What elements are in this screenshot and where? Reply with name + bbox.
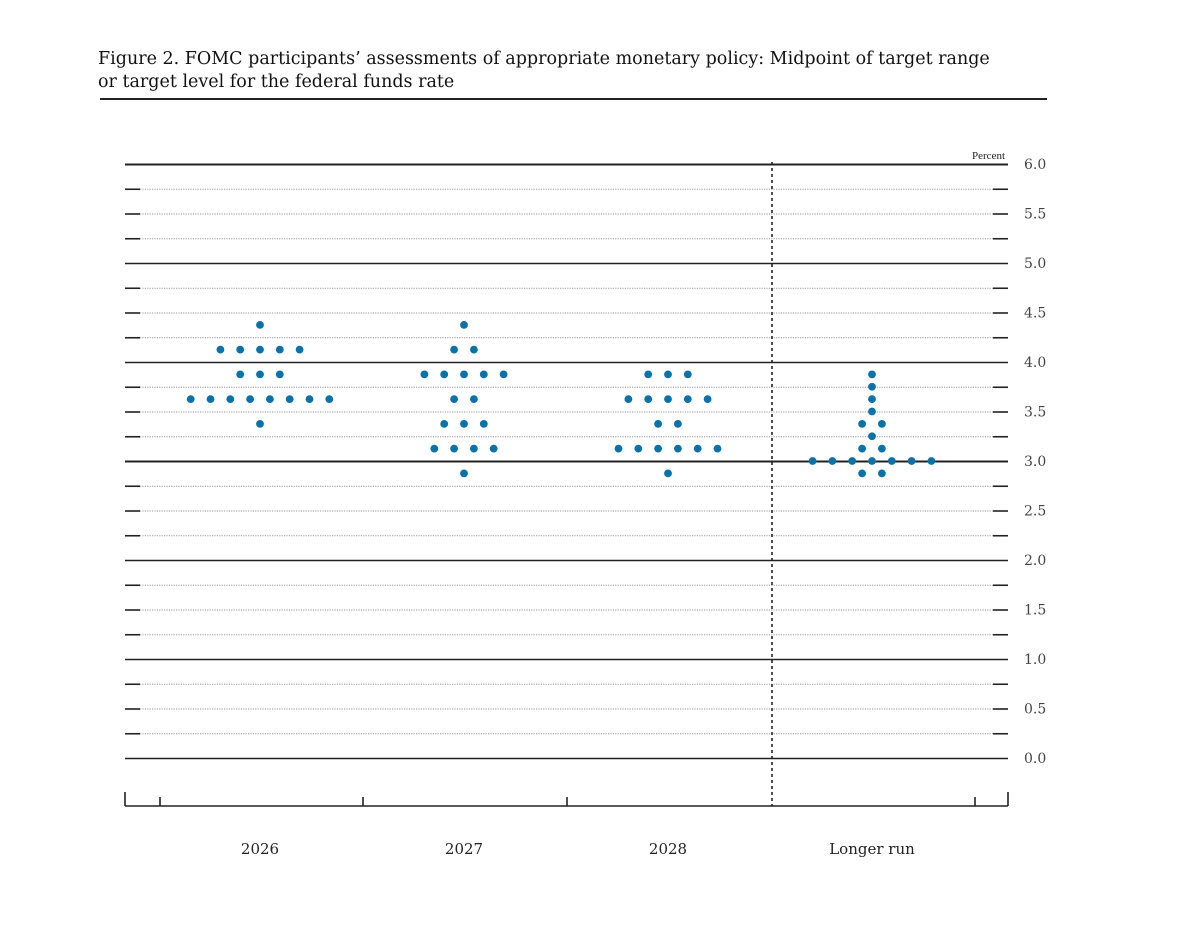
- participant-dot: [246, 395, 255, 404]
- participant-dot: [868, 395, 876, 404]
- participant-dot: [266, 395, 274, 404]
- participant-dot: [644, 395, 653, 404]
- x-category-label: Longer run: [829, 840, 915, 858]
- participant-dot: [236, 370, 245, 379]
- participant-dot: [460, 469, 468, 478]
- unit-label: Percent: [972, 150, 1005, 162]
- participant-dot: [460, 320, 468, 329]
- participant-dot: [479, 370, 488, 379]
- participant-dot: [664, 395, 672, 404]
- y-tick-label: 3.5: [1024, 405, 1046, 421]
- participant-dot: [186, 395, 195, 404]
- participant-dot: [460, 419, 468, 428]
- x-category-label: 2028: [649, 840, 687, 858]
- label-layer: Percent 6.0 5.5 5.0 4.5 4.0 3.5 3.0 2.5 2.0 1.5 1.…: [241, 150, 1046, 858]
- y-tick-label: 0.0: [1024, 751, 1046, 767]
- participant-dot: [654, 444, 662, 453]
- participant-dot: [256, 320, 264, 329]
- participant-dot: [614, 444, 623, 453]
- participant-dot: [693, 444, 702, 453]
- participant-dot: [878, 444, 886, 453]
- participant-dot: [430, 444, 439, 453]
- participant-dot: [440, 370, 449, 379]
- participant-dot: [275, 370, 284, 379]
- y-tick-label: 0.5: [1024, 702, 1046, 718]
- participant-dot: [470, 444, 478, 453]
- participant-dot: [868, 457, 876, 465]
- participant-dot: [440, 419, 449, 428]
- y-tick-label: 4.0: [1024, 355, 1046, 371]
- participant-dot: [450, 395, 458, 404]
- y-tick-label: 1.5: [1024, 603, 1046, 619]
- participant-dot: [868, 432, 876, 441]
- participant-dot: [654, 419, 662, 428]
- participant-dot: [713, 444, 722, 453]
- participant-dot: [216, 345, 225, 354]
- participant-dot: [499, 370, 508, 379]
- participant-dot: [206, 395, 215, 404]
- participant-dot: [305, 395, 314, 404]
- participant-dot: [808, 457, 817, 465]
- participant-dot: [878, 419, 886, 428]
- participant-dot: [479, 419, 488, 428]
- y-tick-label: 4.5: [1024, 306, 1046, 322]
- y-tick-label: 6.0: [1024, 157, 1046, 173]
- participant-dot: [450, 444, 458, 453]
- participant-dot: [907, 457, 916, 465]
- figure-title: Figure 2. FOMC participants’ assessments…: [98, 48, 1058, 94]
- participant-dot: [868, 407, 876, 416]
- participant-dot: [828, 457, 837, 465]
- y-tick-label: 3.0: [1024, 454, 1046, 470]
- axis-layer: [124, 162, 1009, 807]
- participant-dot: [644, 370, 653, 379]
- participant-dot: [470, 345, 478, 354]
- participant-dot: [858, 419, 866, 428]
- participant-dot: [236, 345, 245, 354]
- y-tick-label: 2.5: [1024, 504, 1046, 520]
- participant-dot: [674, 419, 682, 428]
- participant-dot: [664, 370, 672, 379]
- participant-dot: [674, 444, 682, 453]
- participant-dot: [624, 395, 633, 404]
- participant-dot: [285, 395, 294, 404]
- participant-dot: [226, 395, 235, 404]
- participant-dot: [887, 457, 896, 465]
- x-category-label: 2027: [445, 840, 483, 858]
- participant-dot: [256, 370, 264, 379]
- x-category-label: 2026: [241, 840, 279, 858]
- participant-dot: [470, 395, 478, 404]
- participant-dot: [450, 345, 458, 354]
- participant-dot: [703, 395, 712, 404]
- participant-dot: [868, 370, 876, 379]
- y-tick-label: 5.0: [1024, 256, 1046, 272]
- participant-dot: [325, 395, 334, 404]
- participant-dot: [683, 370, 692, 379]
- y-tick-label: 1.0: [1024, 652, 1046, 668]
- participant-dot: [878, 469, 886, 478]
- participant-dot: [420, 370, 429, 379]
- figure-title-line-1: Figure 2. FOMC participants’ assessments…: [98, 49, 990, 69]
- participant-dot: [664, 469, 672, 478]
- participant-dot: [275, 345, 284, 354]
- participant-dot: [927, 457, 936, 465]
- title-rule: [100, 98, 1047, 100]
- participant-dot: [634, 444, 643, 453]
- participant-dot: [848, 457, 857, 465]
- participant-dot: [683, 395, 692, 404]
- y-tick-label: 2.0: [1024, 553, 1046, 569]
- dot-layer: [186, 320, 936, 478]
- participant-dot: [295, 345, 304, 354]
- participant-dot: [489, 444, 498, 453]
- participant-dot: [460, 370, 468, 379]
- participant-dot: [858, 444, 866, 453]
- participant-dot: [868, 382, 876, 391]
- participant-dot: [256, 419, 264, 428]
- grid-layer: [125, 163, 1008, 760]
- y-tick-label: 5.5: [1024, 207, 1046, 223]
- participant-dot: [256, 345, 264, 354]
- figure-title-line-2: or target level for the federal funds ra…: [98, 72, 455, 92]
- participant-dot: [858, 469, 866, 478]
